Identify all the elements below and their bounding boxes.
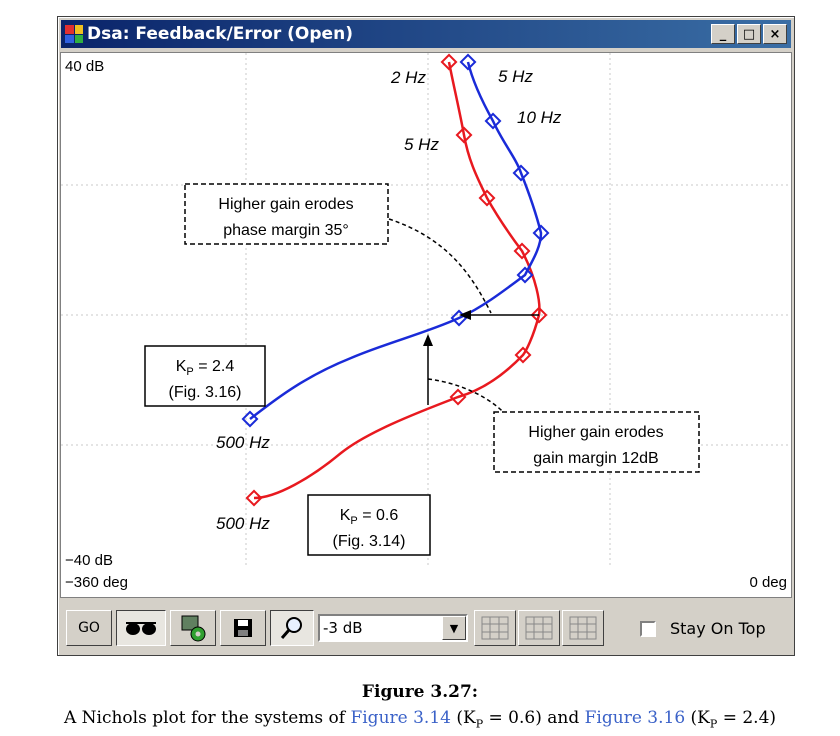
blue-10hz-label: 10 Hz	[517, 108, 562, 127]
svg-text:KP = 2.4: KP = 2.4	[176, 358, 235, 378]
stay-on-top-label: Stay On Top	[670, 619, 766, 638]
zoom-button[interactable]	[270, 610, 314, 646]
arrows	[423, 310, 539, 405]
caption-text: (K	[685, 708, 710, 728]
kp-0-6-box: KP = 0.6 (Fig. 3.14)	[307, 494, 431, 556]
caption-text: = 0.6) and	[483, 708, 585, 728]
y-top-label: 40 dB	[65, 58, 104, 75]
x-left-label: −360 deg	[65, 574, 128, 591]
figure-3-14-link[interactable]: Figure 3.14	[350, 708, 451, 728]
gear-icon	[181, 615, 206, 642]
kp24-figure: (Fig. 3.16)	[169, 384, 242, 401]
gain-annotation-line1: Higher gain erodes	[528, 424, 663, 441]
kp06-value: = 0.6	[358, 507, 399, 524]
save-button[interactable]	[220, 610, 266, 646]
kp06-figure: (Fig. 3.14)	[333, 533, 406, 550]
dsa-window: Dsa: Feedback/Error (Open) _ □ × 40 dB −…	[57, 16, 795, 656]
annotation-leaders	[388, 218, 507, 416]
red-2hz-label: 2 Hz	[390, 68, 426, 87]
grid-icon	[481, 616, 509, 640]
app-icon	[65, 25, 83, 43]
stay-on-top-checkbox[interactable]: Stay On Top	[640, 619, 766, 638]
gain-annotation-line2: gain margin 12dB	[533, 450, 658, 467]
blue-5hz-label: 5 Hz	[498, 67, 533, 86]
gain-margin-box: Higher gain erodes gain margin 12dB	[493, 411, 700, 473]
kp06-k: K	[340, 507, 351, 524]
close-button[interactable]: ×	[763, 24, 787, 44]
red-500hz-label: 500 Hz	[216, 514, 270, 533]
go-button[interactable]: GO	[66, 610, 112, 646]
caption-text: (K	[450, 708, 476, 728]
grid-button-2[interactable]	[518, 610, 560, 646]
caption-subscript: P	[709, 717, 718, 731]
figure-number: Figure 3.27:	[361, 682, 479, 702]
x-right-label: 0 deg	[749, 574, 787, 591]
magnifier-icon	[280, 617, 302, 639]
grid-icon	[525, 616, 553, 640]
nichols-plot: 40 dB −40 dB −360 deg 0 deg	[60, 52, 792, 598]
phase-margin-box: Higher gain erodes phase margin 35°	[184, 183, 389, 245]
blue-curve	[241, 53, 550, 428]
kp-2-4-box: KP = 2.4 (Fig. 3.16)	[144, 345, 266, 407]
phase-annotation-line2: phase margin 35°	[223, 222, 349, 239]
chevron-down-icon[interactable]: ▼	[442, 616, 466, 640]
sunglasses-icon	[126, 622, 156, 635]
red-5hz-label: 5 Hz	[404, 135, 439, 154]
grid	[61, 53, 791, 565]
y-bottom-label: −40 dB	[65, 552, 113, 569]
figure-caption: A Nichols plot for the systems of Figure…	[0, 708, 840, 730]
kp24-value: = 2.4	[194, 358, 235, 375]
caption-text: A Nichols plot for the systems of	[63, 708, 351, 728]
attenuation-select[interactable]: -3 dB ▼	[318, 614, 468, 642]
svg-text:KP = 0.6: KP = 0.6	[340, 507, 399, 527]
blue-500hz-label: 500 Hz	[216, 433, 270, 452]
checkbox-box[interactable]	[640, 620, 656, 637]
caption-subscript: P	[475, 717, 484, 731]
minimize-button[interactable]: _	[711, 24, 735, 44]
gear-tool-button[interactable]	[170, 610, 216, 646]
red-curve	[245, 53, 548, 507]
maximize-button[interactable]: □	[737, 24, 761, 44]
grid-icon	[569, 616, 597, 640]
floppy-disk-icon	[234, 619, 252, 637]
attenuation-select-value: -3 dB	[323, 619, 363, 637]
kp24-k: K	[176, 358, 187, 375]
kp06-sub: P	[350, 515, 357, 527]
window-title: Dsa: Feedback/Error (Open)	[87, 24, 353, 44]
figure-3-16-link[interactable]: Figure 3.16	[584, 708, 686, 728]
title-bar[interactable]: Dsa: Feedback/Error (Open) _ □ ×	[61, 20, 791, 48]
plot-canvas: 40 dB −40 dB −360 deg 0 deg	[61, 53, 791, 591]
kp24-sub: P	[186, 366, 193, 378]
toolbar: GO	[60, 602, 792, 652]
grid-button-1[interactable]	[474, 610, 516, 646]
sunglasses-button[interactable]	[116, 610, 166, 646]
phase-annotation-line1: Higher gain erodes	[218, 196, 353, 213]
caption-text: = 2.4)	[717, 708, 777, 728]
grid-button-3[interactable]	[562, 610, 604, 646]
